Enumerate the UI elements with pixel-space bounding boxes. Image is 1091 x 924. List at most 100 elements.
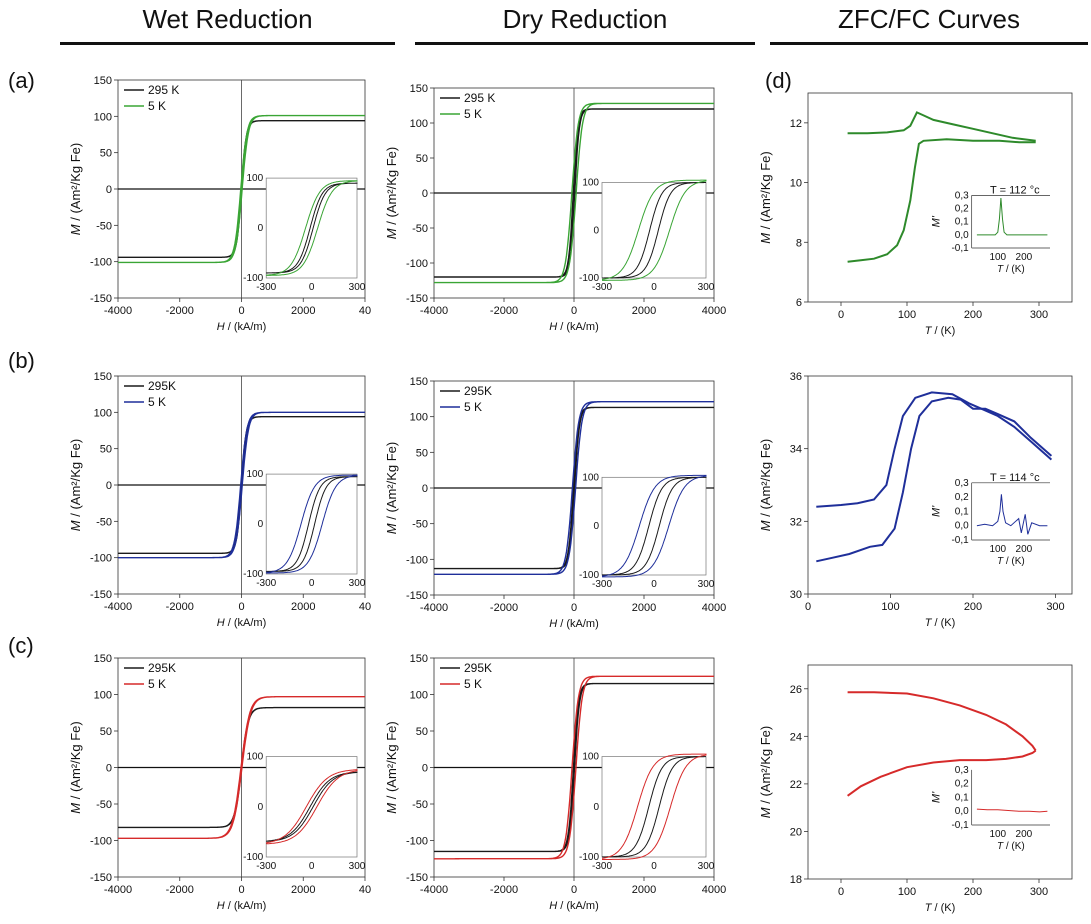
inset-x-tick-label: -300 xyxy=(592,282,612,293)
x-tick-label: 2000 xyxy=(291,305,315,317)
inset-x-tick-label: 0 xyxy=(309,282,315,293)
x-tick-label: 4000 xyxy=(702,305,726,317)
inset-y-tick-label: 100 xyxy=(582,472,599,483)
inset-x-tick-label: 300 xyxy=(349,861,366,872)
inset-y-tick-label: -100 xyxy=(579,273,599,284)
inset-series-0 xyxy=(602,756,706,858)
x-tick-label: -2000 xyxy=(166,305,194,317)
inset-y-tick-label: -100 xyxy=(243,852,263,863)
y-tick-label: -100 xyxy=(90,836,112,848)
y-axis-label: M / (Am²/Kg Fe) xyxy=(758,726,773,818)
legend-label: 5 K xyxy=(148,99,166,113)
inset-y-tick-label: 0 xyxy=(258,519,264,530)
y-tick-label: 150 xyxy=(410,653,428,665)
inset-x-tick-label: -300 xyxy=(592,579,612,590)
x-tick-label: 4000 xyxy=(702,602,726,614)
inset-y-label: M' xyxy=(931,215,943,227)
series-zfc-line xyxy=(847,138,1036,263)
y-tick-label: 150 xyxy=(410,376,428,388)
series-line-0 xyxy=(434,682,714,853)
inset-y-tick-label: 100 xyxy=(582,752,599,763)
y-tick-label: -150 xyxy=(90,872,112,884)
inset-x-tick-label: 100 xyxy=(989,544,1006,555)
x-tick-label: 0 xyxy=(571,884,577,896)
x-tick-label: -2000 xyxy=(490,884,518,896)
x-tick-label: 100 xyxy=(898,886,916,898)
y-tick-label: 50 xyxy=(100,726,112,738)
inset-series-0 xyxy=(266,476,358,572)
chart-zfc-c: 18 20 22 24 26 0 100 200 300 T / (K) M / (Am²/Kg F… xyxy=(758,664,1073,914)
y-tick-label: 50 xyxy=(100,444,112,456)
series-line-1 xyxy=(434,401,714,575)
y-axis-label: M / (Am²/Kg Fe) xyxy=(384,147,399,239)
series-line-0 xyxy=(434,108,714,278)
y-tick-label: 22 xyxy=(790,779,802,791)
row-label-b: (b) xyxy=(8,348,35,373)
inset-y-tick-label: 0 xyxy=(258,802,264,813)
legend-label: 5 K xyxy=(148,395,166,409)
y-tick-label: 150 xyxy=(410,83,428,95)
inset-derivative-line xyxy=(976,197,1048,236)
y-axis-label: M / (Am²/Kg Fe) xyxy=(68,143,83,235)
x-tick-label: -2000 xyxy=(166,884,194,896)
inset-x-tick-label: 100 xyxy=(989,829,1006,840)
inset-frame xyxy=(265,756,358,858)
y-tick-label: -50 xyxy=(412,223,428,235)
x-axis-label: T / (K) xyxy=(925,617,956,629)
wet-header-rule xyxy=(60,42,395,45)
inset-y-tick-label: 100 xyxy=(247,173,264,184)
y-tick-label: 0 xyxy=(106,763,112,775)
inset-frame xyxy=(265,473,358,575)
inset-x-tick-label: 200 xyxy=(1016,544,1033,555)
series-zfc-line xyxy=(816,396,1053,563)
inset-y-tick-label: 0,2 xyxy=(955,779,969,790)
x-tick-label: 300 xyxy=(1030,886,1048,898)
y-tick-label: -150 xyxy=(90,293,112,305)
inset-x-tick-label: 200 xyxy=(1016,829,1033,840)
inset-x-tick-label: -300 xyxy=(592,861,612,872)
y-tick-label: 6 xyxy=(796,297,802,309)
dry-reduction-header: Dry Reduction xyxy=(502,4,668,34)
zfc-fc-header: ZFC/FC Curves xyxy=(838,4,1020,34)
x-tick-label: -2000 xyxy=(490,602,518,614)
y-tick-label: 150 xyxy=(94,371,112,383)
inset-x-tick-label: 0 xyxy=(309,861,315,872)
series-fc-line xyxy=(847,111,1036,142)
x-tick-label: 0 xyxy=(838,886,844,898)
series-fc-line xyxy=(816,391,1053,508)
x-tick-label: 0 xyxy=(238,305,244,317)
plot-frame xyxy=(807,375,1073,595)
inset-y-tick-label: -0,1 xyxy=(951,535,969,546)
inset-y-tick-label: 0,1 xyxy=(955,217,969,228)
inset-x-tick-label: 0 xyxy=(651,579,657,590)
y-tick-label: 100 xyxy=(410,412,428,424)
x-tick-label: 0 xyxy=(238,601,244,613)
x-tick-label: -4000 xyxy=(420,884,448,896)
series-line-0 xyxy=(434,406,714,570)
inset-series-1 xyxy=(601,753,707,860)
series-line-0 xyxy=(118,706,365,829)
y-tick-label: 18 xyxy=(790,874,802,886)
x-axis-label: H / (kA/m) xyxy=(549,321,599,333)
inset-y-tick-label: 100 xyxy=(582,178,599,189)
plot-frame xyxy=(807,92,1073,303)
inset-y-tick-label: 100 xyxy=(247,752,264,763)
chart-dry-a: -150 -100 -50 0 50 100 150 -4000 -2000 0 2000 4000 H… xyxy=(384,83,726,333)
series-line-1 xyxy=(118,411,365,559)
y-tick-label: 0 xyxy=(422,763,428,775)
x-tick-label: 40 xyxy=(359,884,371,896)
inset-y-tick-label: 0,3 xyxy=(955,478,969,489)
inset-frame xyxy=(601,756,707,858)
series-fc-line xyxy=(847,691,1037,752)
legend-label: 5 K xyxy=(464,677,482,691)
series-line-0 xyxy=(118,120,365,258)
x-tick-label: -4000 xyxy=(420,305,448,317)
inset-y-label: M' xyxy=(931,505,943,517)
inset-series-1 xyxy=(601,474,707,578)
x-tick-label: 4000 xyxy=(702,884,726,896)
inset-series-1 xyxy=(266,180,358,276)
y-tick-label: 10 xyxy=(790,178,802,190)
inset-peak-label: T = 112 °c xyxy=(990,184,1040,196)
x-axis-label: H / (kA/m) xyxy=(217,900,267,912)
inset-x-tick-label: 300 xyxy=(349,578,366,589)
